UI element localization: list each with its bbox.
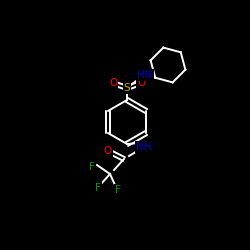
Text: F: F xyxy=(89,162,95,172)
Text: F: F xyxy=(95,183,101,193)
Text: F: F xyxy=(115,185,121,195)
Text: O: O xyxy=(104,146,112,156)
Text: O: O xyxy=(137,78,145,88)
Text: S: S xyxy=(124,83,130,93)
Text: NH: NH xyxy=(136,142,152,152)
Text: HN: HN xyxy=(137,70,153,80)
Text: O: O xyxy=(109,78,117,88)
